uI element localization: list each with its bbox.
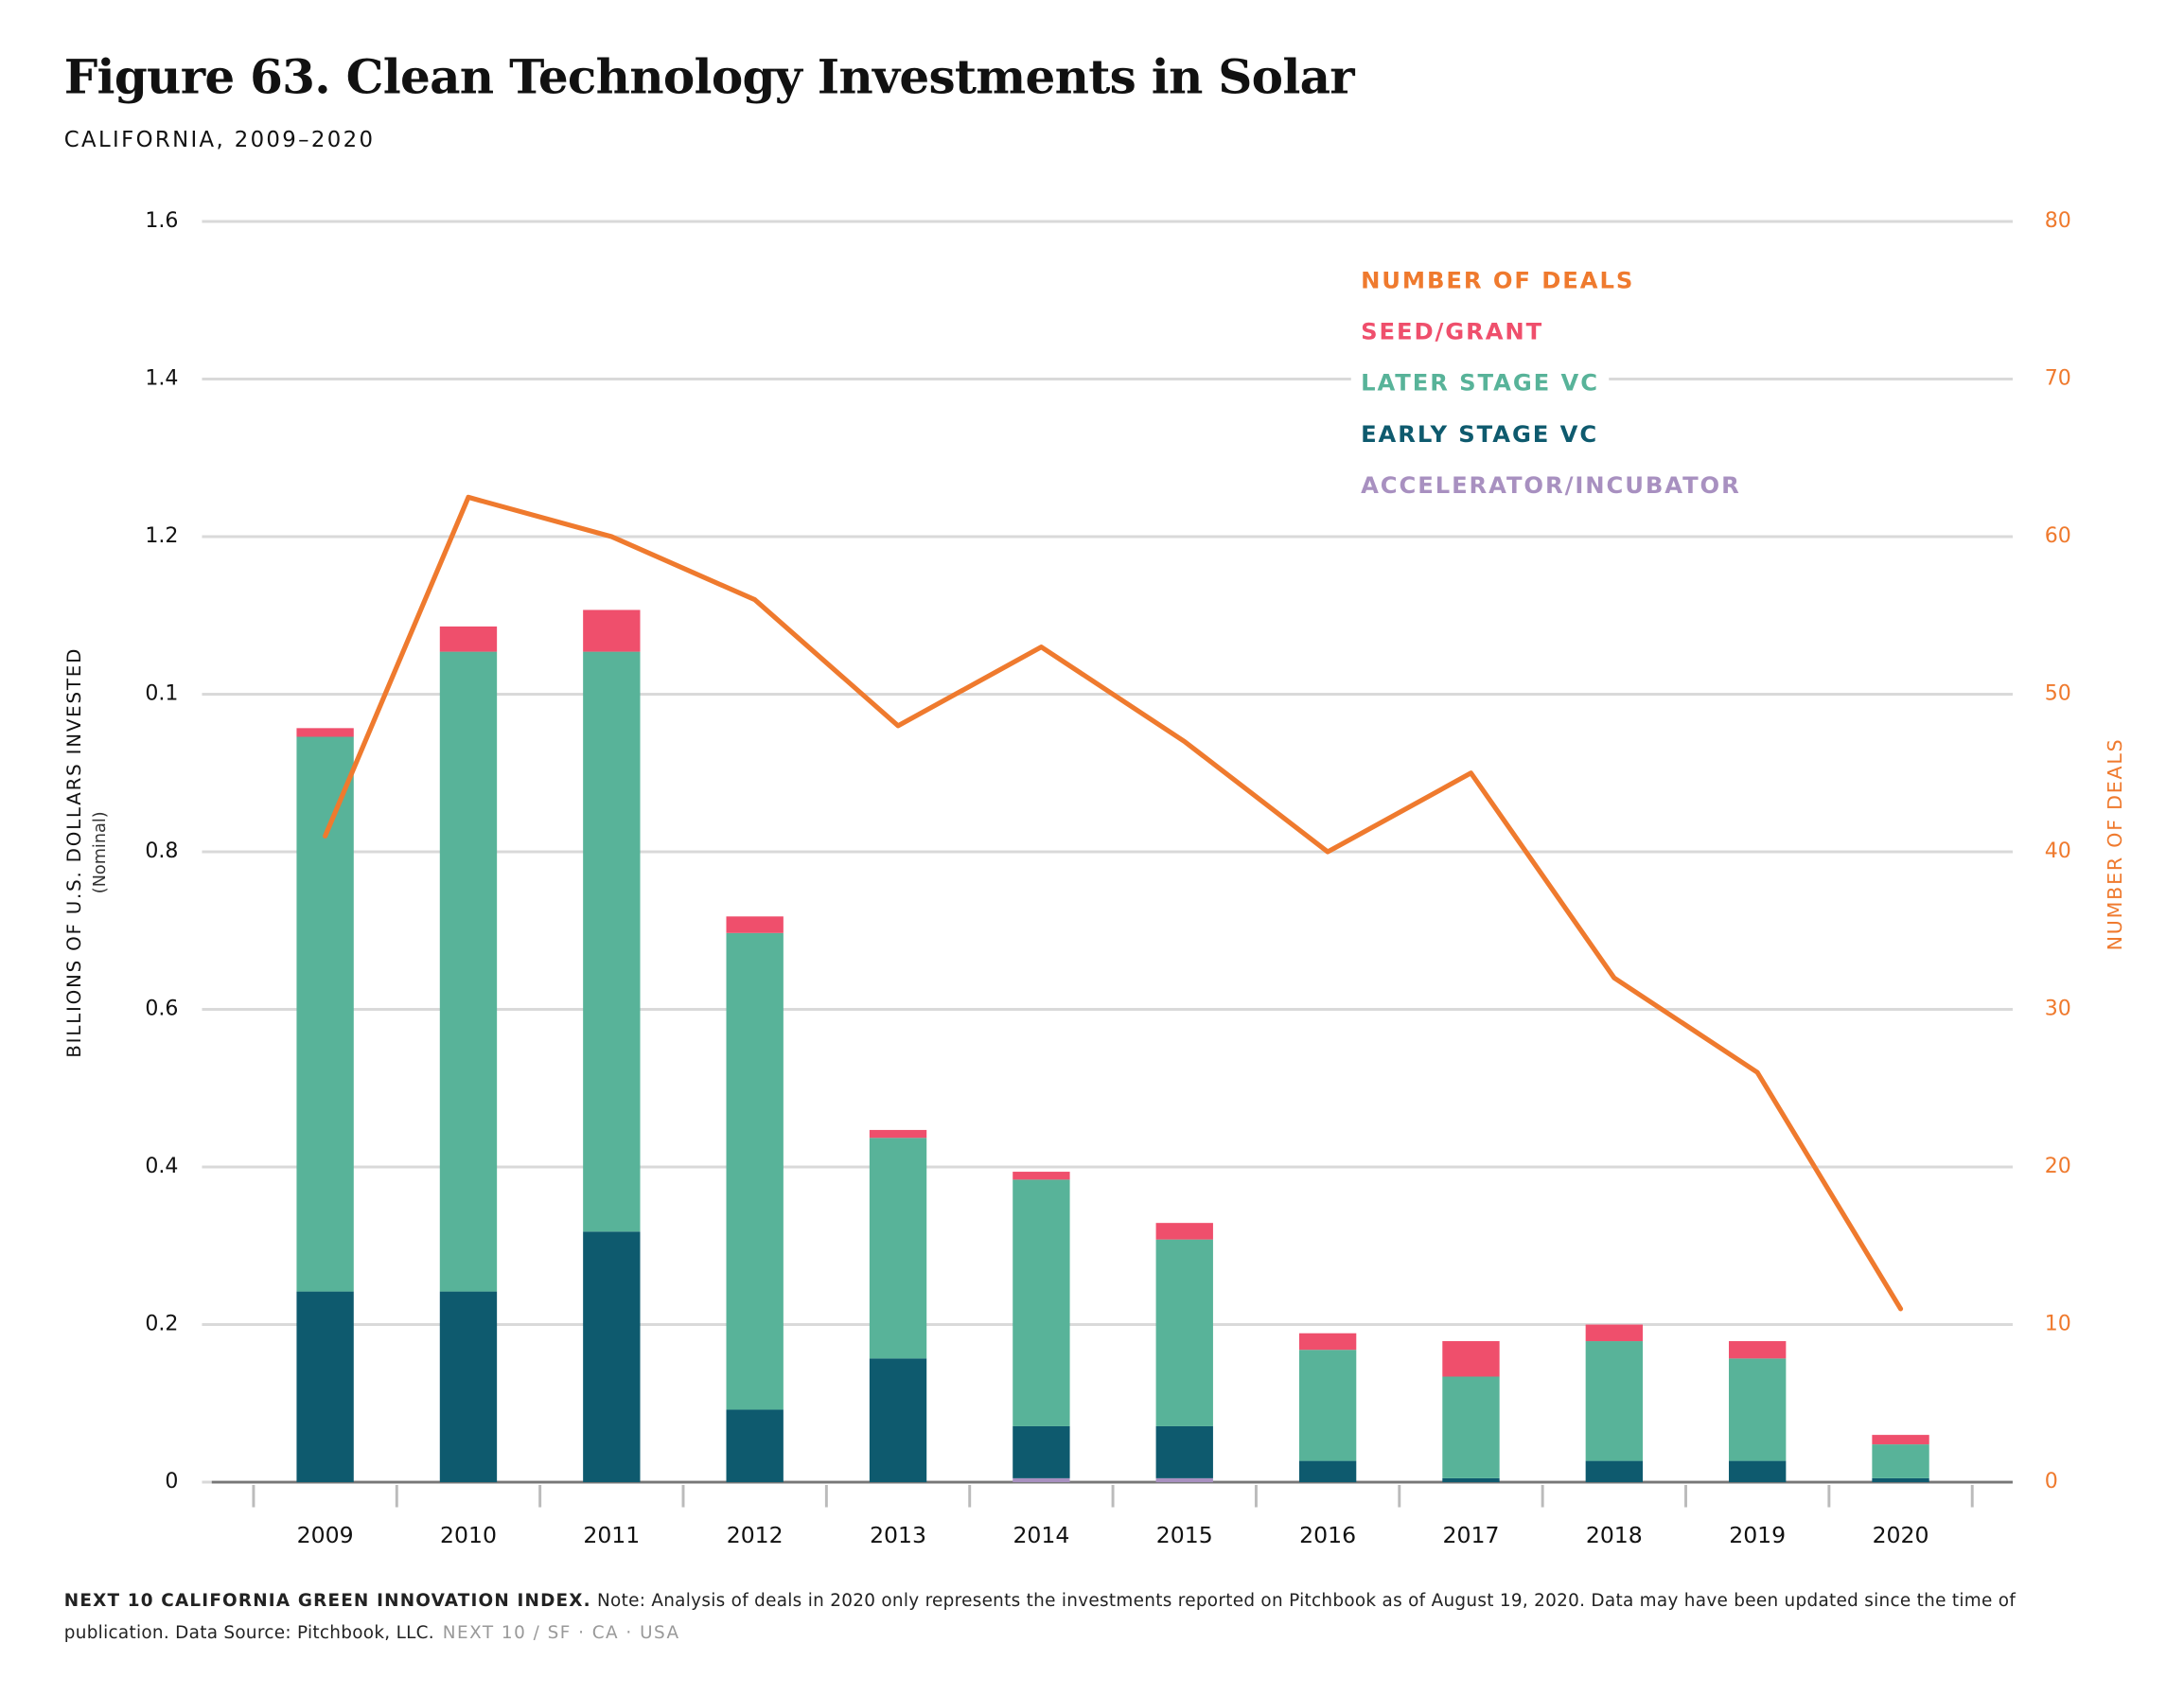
chart-subtitle: CALIFORNIA, 2009–2020	[64, 128, 376, 152]
legend-bg	[1350, 315, 1554, 350]
legend-bg	[1350, 366, 1610, 401]
bar	[1442, 1341, 1500, 1377]
footer-note: Note: Analysis of deals in 2020 only rep…	[63, 1589, 2017, 1643]
bar	[1155, 1425, 1213, 1478]
bar	[1013, 1172, 1070, 1180]
y-tick-label: 0.2	[145, 1313, 178, 1336]
bar	[1872, 1444, 1929, 1478]
bar	[1729, 1358, 1787, 1461]
bar	[583, 1231, 641, 1483]
bar	[1013, 1477, 1070, 1483]
bar	[1585, 1324, 1644, 1342]
x-tick-label: 2014	[1013, 1522, 1069, 1548]
bar	[439, 1291, 498, 1483]
legend-entry: LATER STAGE VC	[1361, 369, 1599, 397]
bar	[869, 1129, 927, 1139]
y-tick-label: 0.4	[145, 1155, 178, 1178]
x-tick-label: 2010	[440, 1522, 497, 1548]
y-tick-label: 0.8	[145, 839, 178, 863]
legend-bg	[1350, 418, 1609, 452]
x-tick-label: 2015	[1156, 1522, 1213, 1548]
bar	[1013, 1179, 1070, 1426]
bar	[1585, 1341, 1644, 1461]
y2-tick-label: 60	[2045, 524, 2071, 548]
x-tick-label: 2017	[1443, 1522, 1500, 1548]
bar	[1585, 1460, 1644, 1483]
bar	[583, 651, 641, 1232]
y2-tick-label: 40	[2045, 839, 2071, 863]
bar	[1298, 1333, 1357, 1351]
y2-tick-label: 0	[2045, 1470, 2058, 1493]
bar	[1155, 1239, 1213, 1426]
footer-credit: NEXT 10 / SF · CA · USA	[442, 1621, 680, 1643]
bar	[1729, 1341, 1787, 1359]
bar	[869, 1358, 927, 1483]
legend-bg	[1350, 264, 1645, 298]
bar	[296, 736, 354, 1292]
y-tick-label: 0.6	[145, 998, 178, 1021]
bar	[296, 728, 354, 737]
bar	[869, 1138, 927, 1359]
y-tick-label: 1.2	[145, 524, 178, 548]
x-tick-label: 2011	[583, 1522, 640, 1548]
y2-tick-label: 50	[2045, 682, 2071, 706]
bar	[1872, 1477, 1929, 1483]
y-tick-label: 0.1	[145, 682, 178, 706]
bar	[1442, 1477, 1500, 1483]
x-tick-label: 2018	[1586, 1522, 1643, 1548]
y2-tick-label: 70	[2045, 367, 2071, 391]
chart-title: Figure 63. Clean Technology Investments …	[64, 48, 1356, 104]
bar	[726, 932, 784, 1410]
y2-tick-label: 20	[2045, 1155, 2071, 1178]
y2-tick-label: 30	[2045, 998, 2071, 1021]
bar	[1729, 1460, 1787, 1483]
y2-axis-label: NUMBER OF DEALS	[2104, 738, 2126, 951]
bar	[1298, 1350, 1357, 1461]
y-tick-label: 1.4	[145, 367, 178, 391]
y-tick-label: 0	[165, 1470, 178, 1493]
line	[323, 494, 1904, 1312]
bar	[726, 1409, 784, 1483]
x-tick-label: 2016	[1299, 1522, 1356, 1548]
x-tick-label: 2013	[870, 1522, 926, 1548]
bar	[1155, 1477, 1213, 1483]
y-tick-label: 1.6	[145, 209, 178, 233]
x-tick-label: 2009	[297, 1522, 354, 1548]
legend-entry: NUMBER OF DEALS	[1361, 266, 1634, 293]
legend-bg	[1350, 469, 1751, 504]
bar	[583, 610, 641, 652]
y-axis-label: BILLIONS OF U.S. DOLLARS INVESTED	[63, 647, 85, 1058]
legend-entry: EARLY STAGE VC	[1361, 420, 1598, 448]
y-axis-note: (Nominal)	[91, 811, 110, 893]
x-tick-label: 2012	[727, 1522, 784, 1548]
bar	[296, 1291, 354, 1483]
footer: NEXT 10 CALIFORNIA GREEN INNOVATION INDE…	[64, 1584, 2056, 1649]
x-tick-label: 2020	[1873, 1522, 1929, 1548]
bar	[439, 651, 498, 1292]
bar	[1872, 1435, 1929, 1445]
bar	[1155, 1223, 1213, 1240]
bar	[439, 626, 498, 652]
bar	[1298, 1460, 1357, 1483]
bar	[1013, 1425, 1070, 1478]
bar	[1442, 1376, 1500, 1478]
y2-tick-label: 80	[2045, 209, 2071, 233]
footer-source: NEXT 10 CALIFORNIA GREEN INNOVATION INDE…	[63, 1589, 591, 1611]
y2-tick-label: 10	[2045, 1313, 2071, 1336]
legend-entry: SEED/GRANT	[1361, 317, 1543, 344]
x-tick-label: 2019	[1729, 1522, 1786, 1548]
legend-entry: ACCELERATOR/INCUBATOR	[1361, 471, 1741, 499]
footer-box: NEXT 10 CALIFORNIA GREEN INNOVATION INDE…	[64, 1584, 2056, 1649]
bar	[726, 916, 784, 933]
